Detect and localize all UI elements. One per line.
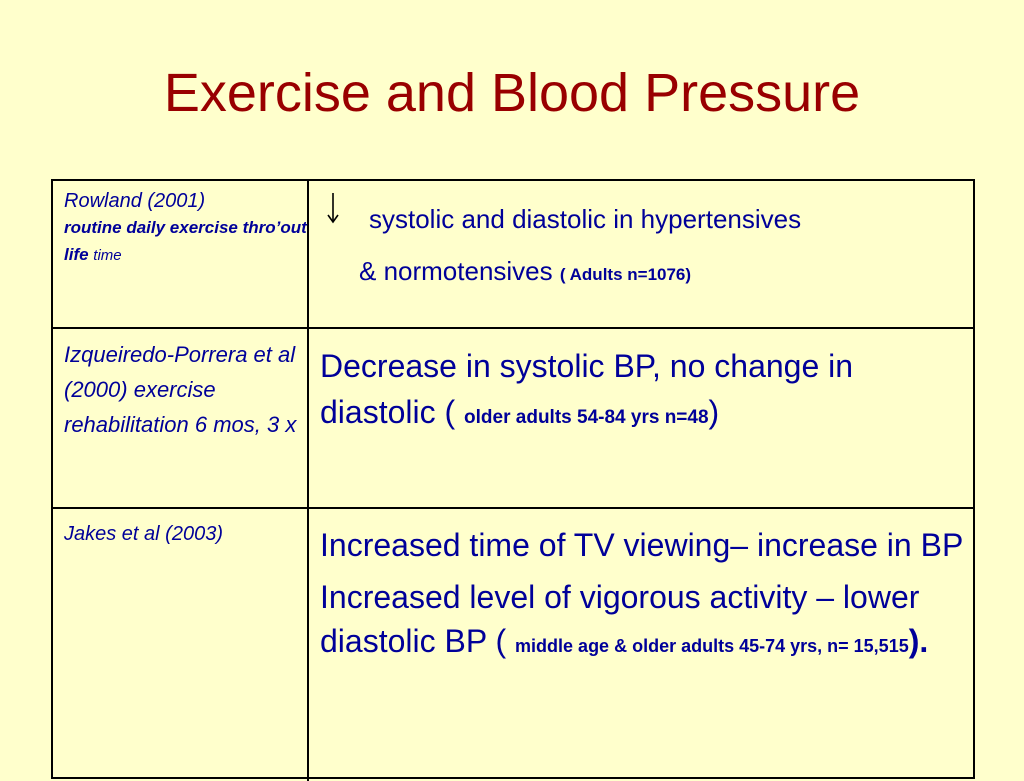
finding-jakes-tv: Increased time of TV viewing– increase i… bbox=[320, 527, 964, 563]
table-row-3-finding-cell: Increased time of TV viewing– increase i… bbox=[309, 509, 975, 781]
finding-jakes-close: ). bbox=[908, 623, 929, 659]
finding-rowland: systolic and diastolic in hypertensives … bbox=[309, 181, 975, 301]
reference-rowland-line2: routine daily exercise thro’out life tim… bbox=[64, 214, 307, 269]
table-row-2-finding-cell: Decrease in systolic BP, no change in di… bbox=[309, 329, 975, 509]
finding-jakes-vigorous: Increased level of vigorous activity – l… bbox=[320, 575, 975, 668]
table-row-3-reference-cell: Jakes et al (2003) bbox=[53, 509, 309, 781]
finding-izqueiredo: Decrease in systolic BP, no change in di… bbox=[309, 329, 975, 441]
evidence-table: Rowland (2001) routine daily exercise th… bbox=[51, 179, 975, 781]
down-arrow-icon bbox=[327, 193, 339, 224]
reference-rowland-line1: Rowland (2001) bbox=[64, 190, 206, 212]
finding-rowland-normotensives: & normotensives bbox=[359, 256, 553, 286]
reference-rowland: Rowland (2001) routine daily exercise th… bbox=[53, 181, 307, 269]
finding-izqueiredo-sample: older adults 54-84 yrs n=48 bbox=[464, 407, 709, 428]
reference-rowland-time: time bbox=[93, 247, 122, 264]
reference-izqueiredo: Izqueiredo-Porrera et al (2000) exercise… bbox=[64, 342, 297, 437]
finding-jakes: Increased time of TV viewing– increase i… bbox=[309, 509, 975, 668]
reference-rowland-detail: routine daily exercise thro’out life bbox=[64, 218, 307, 264]
finding-rowland-line1: systolic and diastolic in hypertensives bbox=[369, 204, 802, 234]
table-row-1-finding-cell: systolic and diastolic in hypertensives … bbox=[309, 181, 975, 329]
finding-jakes-vigorous-main: Increased level of vigorous activity – l… bbox=[320, 579, 920, 659]
reference-jakes: Jakes et al (2003) bbox=[64, 523, 223, 545]
table-row-1-reference-cell: Rowland (2001) routine daily exercise th… bbox=[53, 181, 309, 329]
finding-rowland-line2: & normotensives ( Adults n=1076) bbox=[329, 245, 975, 301]
slide-title: Exercise and Blood Pressure bbox=[163, 63, 861, 123]
finding-rowland-sample: ( Adults n=1076) bbox=[559, 265, 692, 284]
finding-izqueiredo-close: ) bbox=[708, 394, 720, 430]
finding-izqueiredo-main: Decrease in systolic BP, no change in di… bbox=[320, 348, 854, 430]
finding-jakes-sample: middle age & older adults 45-74 yrs, n= … bbox=[515, 636, 909, 656]
table-row-2-reference-cell: Izqueiredo-Porrera et al (2000) exercise… bbox=[53, 329, 309, 509]
